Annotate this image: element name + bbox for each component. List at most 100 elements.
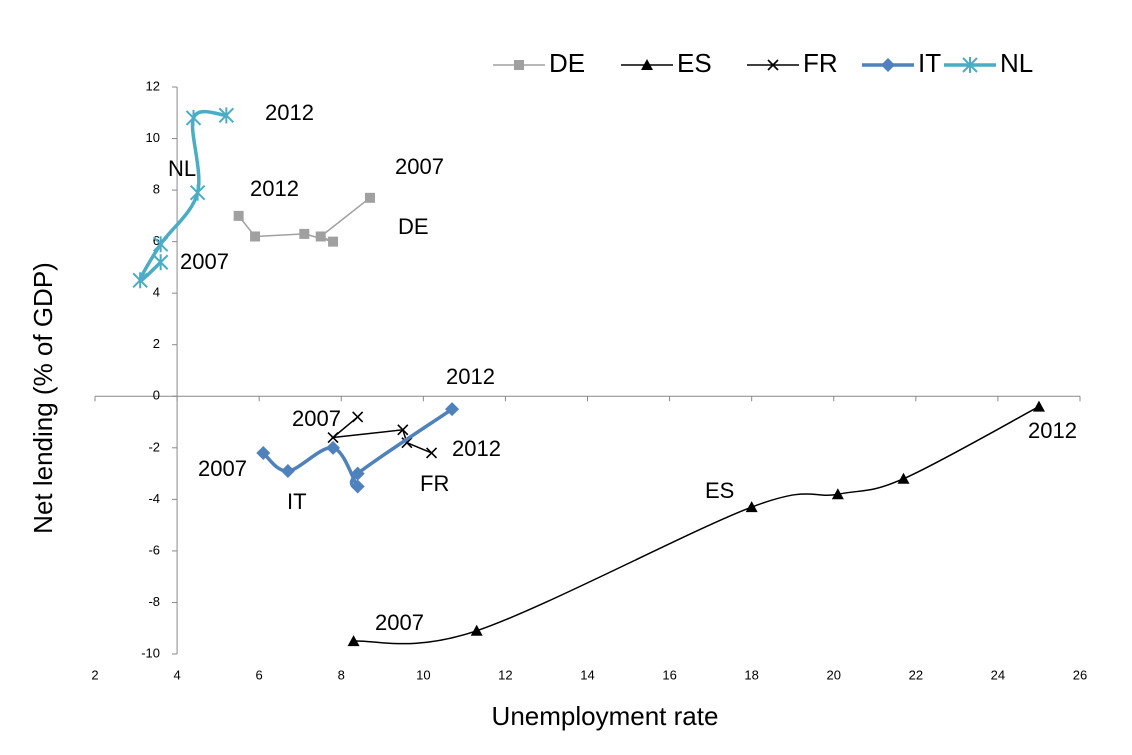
legend-label: IT [918,48,941,78]
marker-shape [189,184,206,201]
legend-label: DE [549,48,585,78]
marker-shape [315,231,326,242]
y-tick-label: 4 [153,285,160,300]
marker [350,479,365,494]
marker-shape [352,411,364,423]
annotation: IT [287,489,307,514]
marker-shape [280,464,295,479]
y-tick-label: -8 [148,594,160,609]
marker [132,272,148,289]
annotation: 2007 [375,610,424,635]
marker [185,109,202,126]
marker-shape [745,501,758,513]
marker-shape [397,424,409,436]
annotation: 2012 [452,436,501,461]
marker-shape [233,210,244,221]
marker [152,236,169,253]
marker [831,488,844,500]
marker-shape [1032,400,1045,412]
marker [233,210,244,221]
marker [280,464,295,479]
marker-shape [256,445,271,460]
y-tick-label: 8 [153,182,160,197]
marker-shape [326,440,341,455]
legend-item: FR [747,48,838,78]
y-tick-label: -2 [148,439,160,454]
marker-shape [470,624,483,636]
marker-shape [767,59,779,71]
x-tick-label: 24 [991,667,1005,682]
x-tick-label: 10 [416,667,430,682]
x-tick-label: 14 [580,667,594,682]
marker-shape [185,109,202,126]
marker [1032,400,1045,412]
annotation: 2012 [250,176,299,201]
y-tick-label: -4 [148,491,160,506]
marker-shape [347,635,360,647]
marker [397,424,409,436]
legend-item: NL [944,48,1033,78]
marker [328,236,339,247]
x-tick-label: 2 [91,667,98,682]
x-axis-title: Unemployment rate [492,701,719,731]
marker-shape [831,488,844,500]
annotation: 2007 [198,456,247,481]
annotation: 2012 [265,100,314,125]
marker [745,501,758,513]
marker-shape [299,228,310,239]
x-tick-label: 22 [909,667,923,682]
y-axis-title: Net lending (% of GDP) [28,262,58,534]
y-tick-label: -10 [141,645,160,660]
legend-item: IT [862,48,941,78]
y-tick-label: 12 [146,78,160,93]
marker-shape [328,236,339,247]
marker [881,58,895,72]
marker-shape [962,57,978,73]
marker [189,184,206,201]
marker-shape [218,107,235,124]
annotation: 2012 [446,364,495,389]
marker [364,192,375,203]
marker [425,447,438,459]
marker-shape [881,58,895,72]
marker [326,440,341,455]
marker-shape [350,466,365,481]
marker-shape [250,231,261,242]
annotation: FR [420,471,449,496]
x-tick-label: 18 [744,667,758,682]
annotation: ES [705,478,734,503]
marker [641,59,653,70]
annotation: 2007 [395,154,444,179]
marker [350,466,365,481]
x-tick-label: 6 [256,667,263,682]
marker-shape [350,479,365,494]
marker-shape [327,431,339,444]
legend-item: DE [493,48,585,78]
legend-label: NL [1000,48,1033,78]
marker [897,472,910,484]
marker [256,445,271,460]
marker [352,411,364,423]
marker [250,231,261,242]
annotation: 2007 [180,249,229,274]
marker-shape [445,402,460,417]
annotation: 2012 [1028,418,1077,443]
legend-label: ES [677,48,712,78]
marker-shape [152,236,169,253]
y-tick-label: 2 [153,336,160,351]
marker [152,254,169,271]
annotation: 2007 [292,406,341,431]
x-tick-label: 12 [498,667,512,682]
marker [218,107,235,124]
y-tick-label: -6 [148,542,160,557]
x-tick-label: 26 [1073,667,1087,682]
series-line [353,405,1040,645]
marker-shape [641,59,653,70]
x-tick-label: 16 [662,667,676,682]
marker-shape [401,437,413,449]
marker [767,59,779,71]
x-tick-label: 8 [338,667,345,682]
marker-shape [514,60,524,70]
